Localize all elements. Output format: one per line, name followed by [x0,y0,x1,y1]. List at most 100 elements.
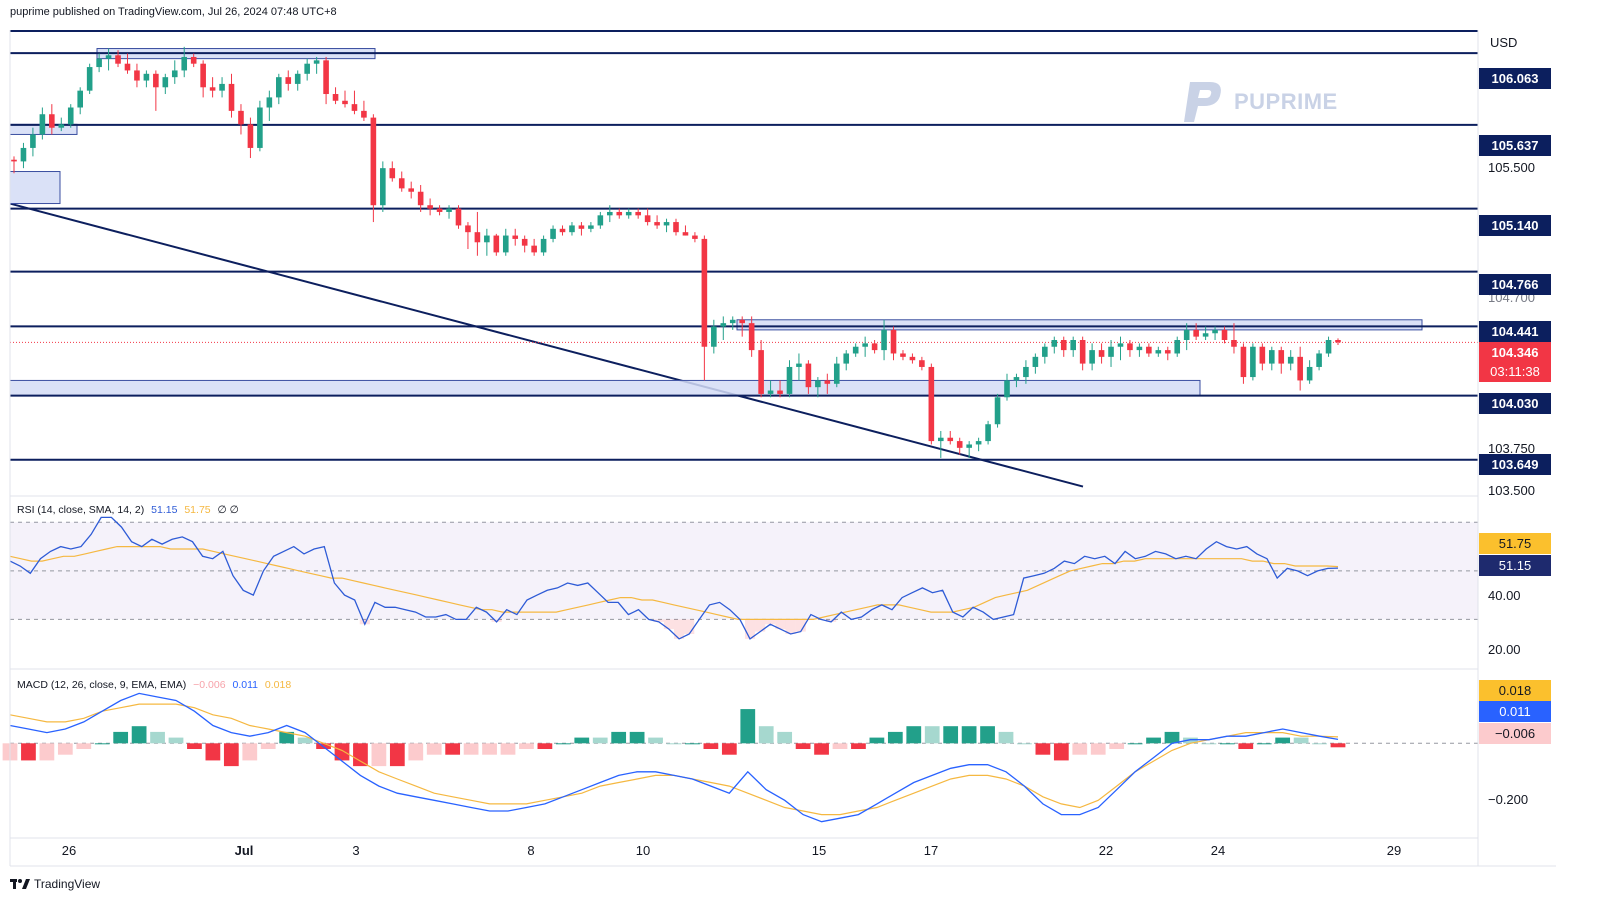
macd-histogram-bar [814,743,829,755]
candle-body [361,110,367,118]
level-tag: 104.441 [1479,321,1551,342]
candle-body [1108,346,1114,357]
candle-body [711,326,717,347]
macd-histogram-bar [1090,743,1106,755]
candle-body [1004,380,1010,398]
zone-rect [736,319,1423,331]
rsi-value: 51.15 [151,504,178,516]
macd-signal-value: 0.018 [264,679,292,691]
candle-body [985,424,991,442]
candle-body [351,104,358,111]
macd-histogram-bar [334,743,350,761]
candle-body [474,232,481,243]
candle-body [67,107,74,125]
macd-histogram-bar [1035,743,1051,755]
candle-body [342,100,348,105]
rsi-sma-line [9,545,1339,621]
candle-body [1155,350,1162,354]
candle-body [1042,346,1048,357]
publish-header: puprime published on TradingView.com, Ju… [10,6,337,18]
macd-histogram-bar [795,743,811,750]
macd-histogram-bar [1275,737,1291,744]
candle-body [380,168,386,206]
candle-body [96,58,102,68]
candle-body [200,63,206,88]
candle-body [209,87,216,91]
zone-rect [9,171,61,205]
tradingview-logo-icon [10,879,30,889]
candle-body [11,159,17,162]
macd-histogram-bar [353,743,368,767]
candle-body [881,329,887,351]
macd-histogram-bar [1293,737,1309,744]
candle-body [1070,340,1076,351]
macd-histogram-bar [445,743,461,755]
rsi-line [9,516,1339,640]
candle-body [767,390,774,394]
macd-hist-tag: −0.006 [1479,723,1551,744]
candle-body [49,114,55,128]
candle-body [257,107,263,148]
macd-signal-tag: 0.018 [1479,680,1551,701]
price-tick: 105.500 [1488,160,1535,175]
candle-body [446,208,452,212]
candle-body [1127,343,1133,351]
level-tag: 106.063 [1479,68,1551,89]
candle-body [77,90,83,108]
macd-histogram-bar [611,731,627,744]
date-tick: 3 [352,843,360,858]
macd-histogram-bar [832,743,848,750]
price-tick: 103.500 [1488,483,1535,498]
candle-body [1269,350,1275,364]
macd-histogram-bar [57,743,73,755]
macd-histogram-bar [1053,743,1069,761]
macd-histogram-bar [629,731,645,744]
candle-body [219,83,225,91]
rsi-oversold-fill [795,619,806,632]
macd-histogram-bar [961,726,977,744]
candle-body [181,56,188,71]
candle-body [956,441,963,448]
candle-body [86,67,93,91]
macd-histogram-bar [703,743,719,750]
candle-body [1079,340,1086,364]
candle-body [673,222,679,233]
candle-body [1060,340,1067,351]
macd-histogram-bar [998,731,1014,744]
macd-histogram-bar [906,726,922,744]
candle-body [928,366,935,442]
macd-histogram-bar [463,743,479,755]
candle-body [370,117,377,206]
macd-histogram-bar [519,743,534,750]
candle-body [436,208,443,212]
candle-body [663,222,670,226]
rsi-oversold-fill [653,619,664,622]
level-tag: 104.030 [1479,393,1551,414]
candle-body [171,70,178,78]
macd-histogram-bar [297,737,313,744]
candle-body [238,110,244,125]
macd-histogram-bar [1219,743,1235,745]
candle-body [994,397,1001,425]
macd-histogram-bar [592,737,608,744]
candle-body [1098,350,1105,357]
candle-body [692,235,698,239]
macd-histogram-bar [1017,743,1032,745]
macd-histogram-bar [482,743,497,755]
candle-body [285,77,292,84]
date-tick: 15 [811,843,827,858]
candle-body [304,63,310,74]
tradingview-logo: TradingView [10,877,100,891]
macd-tick: −0.200 [1488,792,1529,807]
candle-body [616,211,623,216]
candle-body [1174,340,1181,354]
macd-histogram-bar [260,743,276,750]
candle-body [408,188,414,192]
date-tick: 8 [527,843,535,858]
candle-body [1146,346,1152,354]
candle-body [417,191,424,206]
candle-body [796,363,802,367]
candle-body [427,205,433,209]
candle-body [1316,353,1322,367]
